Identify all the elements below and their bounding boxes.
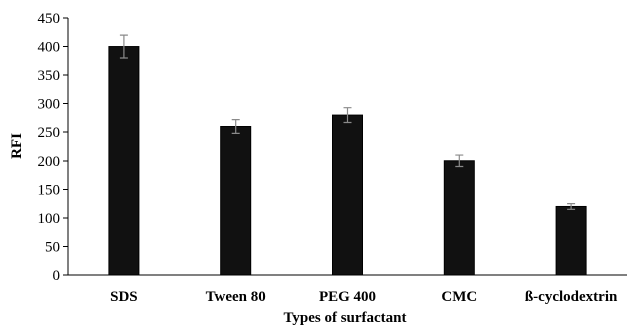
x-tick-label: SDS	[110, 289, 138, 305]
x-tick-label: PEG 400	[319, 289, 376, 305]
y-tick-label: 0	[53, 268, 61, 284]
y-tick-label: 250	[38, 125, 61, 141]
error-bar	[455, 154, 464, 168]
y-tick-label: 300	[38, 97, 61, 113]
error-bar	[567, 203, 576, 210]
error-bar	[119, 34, 128, 59]
x-tick-label: Tween 80	[206, 289, 266, 305]
bar-cmc	[443, 160, 475, 276]
y-tick-label: 100	[38, 211, 61, 227]
x-tick-label: ß-cyclodextrin	[525, 289, 618, 305]
y-tick-label: 150	[38, 182, 61, 198]
y-tick-label: 450	[38, 11, 61, 27]
error-bar	[231, 119, 240, 134]
y-tick-label: 350	[38, 68, 61, 84]
bar-tween-80	[220, 126, 252, 276]
x-axis-tick-labels: SDS Tween 80 PEG 400 CMC ß-cyclodextrin	[110, 289, 618, 305]
bar-peg-400	[332, 114, 363, 276]
error-bar	[343, 107, 352, 124]
x-axis-title: Types of surfactant	[283, 310, 406, 325]
bars-group	[108, 46, 587, 276]
bar--cyclodextrin	[555, 205, 587, 276]
x-tick-label: CMC	[441, 289, 477, 305]
error-bars-group	[119, 34, 576, 210]
bar-sds	[108, 46, 140, 276]
y-axis-title: RFI	[9, 133, 25, 159]
y-tick-label: 200	[38, 154, 61, 170]
y-tick-label: 50	[45, 239, 60, 255]
y-axis-ticks: 0 50 100 150 200 250 300 350 400 450	[38, 11, 68, 284]
y-tick-label: 400	[38, 40, 61, 56]
